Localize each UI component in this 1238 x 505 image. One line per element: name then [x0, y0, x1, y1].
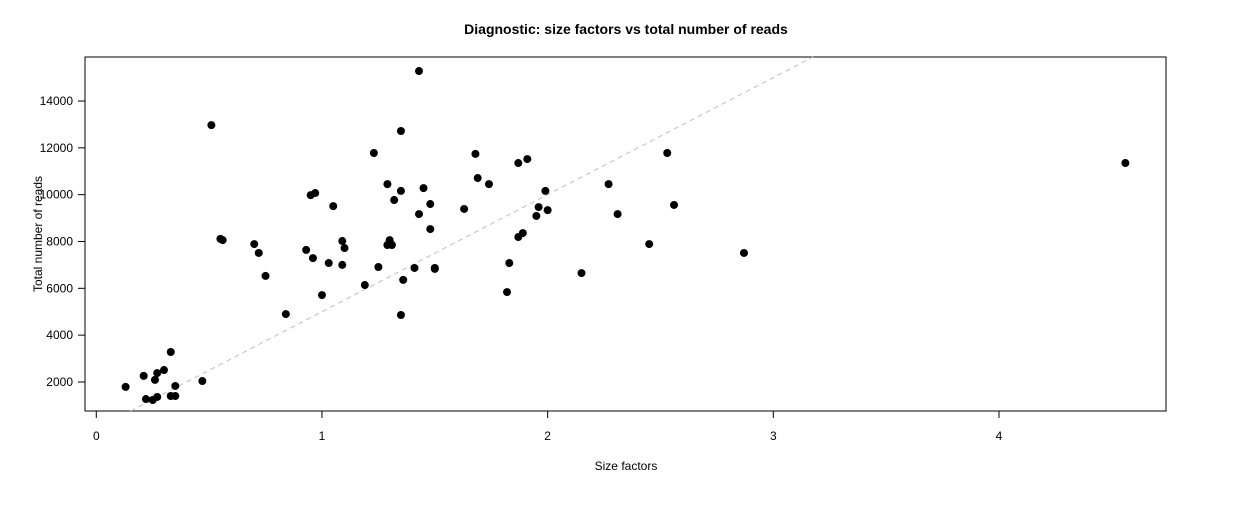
data-point: [338, 260, 347, 269]
reference-line: [130, 56, 814, 412]
y-tick-label: 2000: [46, 375, 73, 389]
data-point: [523, 155, 532, 164]
x-tick-label: 1: [319, 429, 326, 443]
y-axis: 2000 4000 6000 8000 10000 12000 14000: [40, 94, 86, 389]
y-tick-label: 14000: [40, 94, 74, 108]
data-point: [518, 229, 527, 238]
data-point: [198, 377, 207, 386]
data-point: [121, 382, 130, 391]
data-point: [396, 126, 405, 135]
data-point: [250, 240, 259, 249]
data-point: [410, 263, 419, 272]
data-point: [484, 180, 493, 189]
data-point: [338, 237, 347, 246]
x-tick-label: 4: [996, 429, 1003, 443]
x-tick-label: 0: [93, 429, 100, 443]
y-tick-label: 8000: [46, 234, 73, 248]
data-point: [153, 392, 162, 401]
data-point: [396, 311, 405, 320]
x-axis-label: Size factors: [595, 459, 658, 473]
data-point: [541, 186, 550, 195]
data-point: [153, 369, 162, 378]
data-point: [534, 203, 543, 212]
data-point: [171, 381, 180, 390]
chart-title: Diagnostic: size factors vs total number…: [464, 21, 788, 37]
data-point: [150, 375, 159, 384]
data-point: [471, 149, 480, 158]
data-point: [387, 241, 396, 250]
x-tick-label: 2: [544, 429, 551, 443]
data-point: [396, 186, 405, 195]
data-point: [532, 211, 541, 220]
data-point: [166, 348, 175, 356]
data-point: [254, 248, 263, 257]
data-point: [473, 174, 482, 183]
data-point: [645, 240, 654, 249]
y-tick-label: 4000: [46, 328, 73, 342]
data-point: [604, 180, 613, 189]
y-tick-label: 6000: [46, 281, 73, 295]
data-point: [171, 392, 180, 401]
y-tick-label: 10000: [40, 188, 74, 202]
data-point: [159, 366, 168, 375]
data-point: [261, 271, 270, 280]
data-point: [460, 204, 469, 213]
data-point: [340, 244, 349, 253]
data-point: [419, 184, 428, 193]
data-point: [207, 121, 216, 130]
data-point: [415, 210, 424, 219]
data-point: [613, 210, 622, 219]
data-point: [505, 259, 514, 268]
data-point: [369, 148, 378, 157]
data-point: [141, 395, 150, 404]
data-point: [329, 202, 338, 211]
data-point: [577, 269, 586, 278]
data-point: [663, 148, 672, 157]
data-point: [514, 159, 523, 168]
data-point: [503, 288, 512, 297]
data-point: [317, 291, 326, 300]
data-point: [739, 248, 748, 257]
data-point: [670, 200, 679, 209]
data-point: [311, 189, 320, 198]
data-point: [1121, 159, 1130, 168]
data-point: [390, 196, 399, 205]
data-point: [415, 67, 424, 76]
data-point: [426, 200, 435, 209]
data-point: [302, 245, 311, 254]
plot-frame: [84, 56, 1167, 412]
y-tick-label: 12000: [40, 141, 74, 155]
data-point: [543, 206, 552, 215]
data-point: [324, 259, 333, 268]
plot-area: [121, 56, 1130, 412]
data-point: [218, 236, 227, 245]
data-point: [399, 275, 408, 284]
data-point: [383, 180, 392, 189]
data-point: [426, 225, 435, 234]
data-point: [139, 371, 148, 380]
data-point: [281, 310, 290, 319]
x-axis: 0 1 2 3 4: [93, 410, 1003, 443]
data-point: [430, 263, 439, 272]
data-point: [360, 281, 369, 290]
x-tick-label: 3: [770, 429, 777, 443]
data-point: [308, 254, 317, 263]
y-axis-label: Total number of reads: [31, 176, 45, 292]
data-point: [374, 263, 383, 272]
